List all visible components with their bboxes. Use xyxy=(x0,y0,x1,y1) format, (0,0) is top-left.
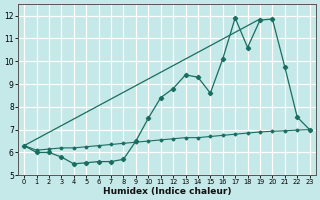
X-axis label: Humidex (Indice chaleur): Humidex (Indice chaleur) xyxy=(103,187,231,196)
